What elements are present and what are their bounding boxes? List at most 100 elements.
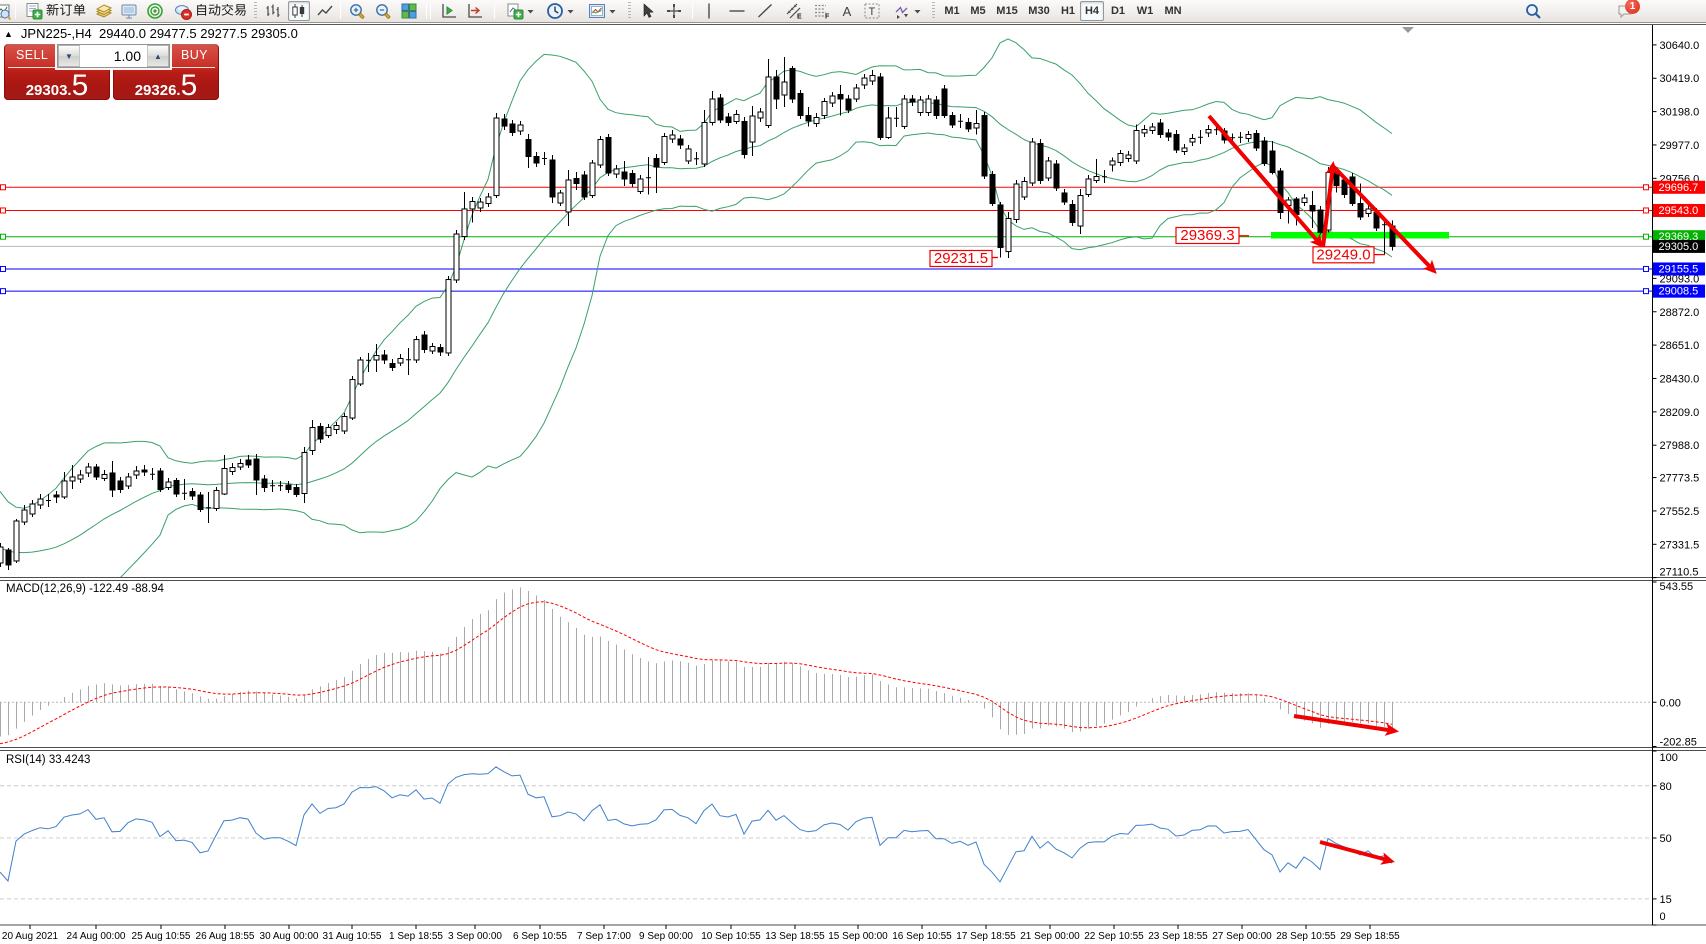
hline-handle-right[interactable] [1643, 184, 1649, 191]
window-icon[interactable] [0, 1, 12, 21]
candle [677, 135, 684, 149]
periods-button[interactable] [542, 1, 578, 21]
terminal-button[interactable] [144, 1, 166, 21]
timeframe-mn-button[interactable]: MN [1164, 5, 1182, 17]
ohlc-close: 29305.0 [250, 26, 298, 41]
candle [0, 543, 4, 568]
candle-body [5, 549, 12, 566]
new-order-button[interactable] [20, 1, 90, 21]
time-axis-label: 28 Sep 10:55 [1276, 931, 1336, 942]
price-callout[interactable]: 29369.3 [1175, 226, 1249, 245]
candle-body [845, 98, 852, 111]
volume-decrease-button[interactable]: ▼ [58, 45, 80, 67]
hline-handle-left[interactable] [0, 184, 6, 191]
volume-input[interactable]: 1.00 [113, 48, 141, 64]
candle [925, 95, 932, 116]
autotrading-button[interactable] [170, 1, 250, 21]
candle [765, 59, 772, 128]
candle-body [469, 200, 476, 210]
auto-scroll-button[interactable] [464, 1, 486, 21]
candle [653, 154, 660, 193]
dropdown-caret-icon [527, 9, 533, 13]
highlight-bar[interactable] [1271, 232, 1449, 239]
search-button[interactable] [1521, 1, 1545, 21]
crosshair-tool-button[interactable] [662, 1, 686, 21]
chart-shift-button[interactable] [438, 1, 460, 21]
rsi-label: RSI(14) 33.4243 [6, 754, 90, 766]
candle-body [453, 233, 460, 281]
hline-handle-left[interactable] [0, 288, 6, 295]
hline-handle-left[interactable] [0, 207, 6, 214]
notifications-button[interactable]: 1 [1612, 0, 1640, 21]
hline-handle-right[interactable] [1643, 288, 1649, 295]
candle [1005, 211, 1012, 259]
candle-body [461, 208, 468, 238]
price-callout-text: 29369.3 [1180, 227, 1234, 244]
fibonacci-tool-button[interactable]: F [810, 1, 834, 21]
price-callout[interactable]: 29231.5 [929, 249, 998, 268]
text-tool-button[interactable]: A [842, 3, 852, 19]
text-label-tool-button[interactable]: T [860, 1, 884, 21]
indicators-list-button[interactable] [502, 1, 538, 21]
timeframe-m30-button[interactable]: M30 [1028, 5, 1050, 17]
hline-handle-right[interactable] [1643, 265, 1649, 272]
timeframe-d1-button[interactable]: D1 [1110, 5, 1126, 17]
bar-chart-button[interactable] [262, 1, 284, 21]
timeframe-h1-button[interactable]: H1 [1060, 5, 1076, 17]
trend-arrow[interactable] [1321, 161, 1339, 248]
candle-body [917, 99, 924, 114]
hline-handle-right[interactable] [1643, 207, 1649, 214]
trend-arrow[interactable] [1332, 165, 1437, 274]
hline-handle-left[interactable] [0, 265, 6, 272]
dropdown-caret-icon [609, 9, 615, 13]
timeframe-m5-button[interactable]: M5 [970, 5, 986, 17]
timeframe-m15-button[interactable]: M15 [996, 5, 1018, 17]
timeframe-w1-button[interactable]: W1 [1136, 5, 1154, 17]
hline-handle-left[interactable] [0, 233, 6, 240]
buy-price-decimal: 5 [180, 69, 198, 102]
trend-arrow[interactable] [1207, 114, 1324, 249]
hline-handle-right[interactable] [1643, 233, 1649, 240]
candle [1357, 183, 1364, 220]
trendline-tool-button[interactable] [754, 1, 776, 21]
price-callout-box [929, 249, 993, 268]
market-watch-button[interactable] [93, 1, 115, 21]
candle-body [805, 115, 812, 122]
candle-body [445, 279, 452, 354]
trend-arrow[interactable] [1293, 714, 1399, 736]
price-callout[interactable]: 29249.0 [1312, 246, 1385, 264]
price-badge-label: 29543.0 [1659, 205, 1699, 217]
zoom-out-button[interactable] [372, 1, 394, 21]
zoom-in-button[interactable] [346, 1, 368, 21]
trend-arrow[interactable] [1319, 840, 1395, 865]
line-chart-button[interactable] [314, 1, 336, 21]
candle-body [141, 469, 148, 473]
candle [69, 464, 76, 489]
templates-button[interactable] [582, 1, 622, 21]
horizontal-line-tool-button[interactable] [726, 1, 748, 21]
tile-windows-button[interactable] [398, 1, 420, 21]
equidistant-channel-tool-button[interactable]: E [782, 1, 806, 21]
candle [733, 110, 740, 124]
candle-body [781, 81, 788, 96]
candle [1365, 204, 1372, 217]
candle [958, 114, 963, 128]
time-axis-label: 7 Sep 17:00 [577, 931, 631, 942]
candle [5, 547, 12, 571]
data-window-button[interactable] [118, 1, 140, 21]
vertical-line-tool-button[interactable] [698, 1, 720, 21]
volume-increase-button[interactable]: ▲ [147, 45, 169, 67]
timeframe-h4-button[interactable]: H4 [1080, 1, 1104, 21]
candlestick-chart-button[interactable] [288, 1, 310, 21]
candle [53, 491, 60, 504]
collapse-panel-icon[interactable]: ▲ [4, 28, 13, 39]
timeframe-m1-button[interactable]: M1 [944, 5, 960, 17]
candle [1181, 143, 1188, 156]
candle-body [557, 192, 564, 204]
candle-body [325, 427, 332, 437]
cursor-tool-button[interactable] [636, 1, 658, 21]
candle-body [677, 138, 684, 146]
horizontal-line-icon [729, 10, 745, 12]
shapes-tool-button[interactable] [888, 1, 926, 21]
